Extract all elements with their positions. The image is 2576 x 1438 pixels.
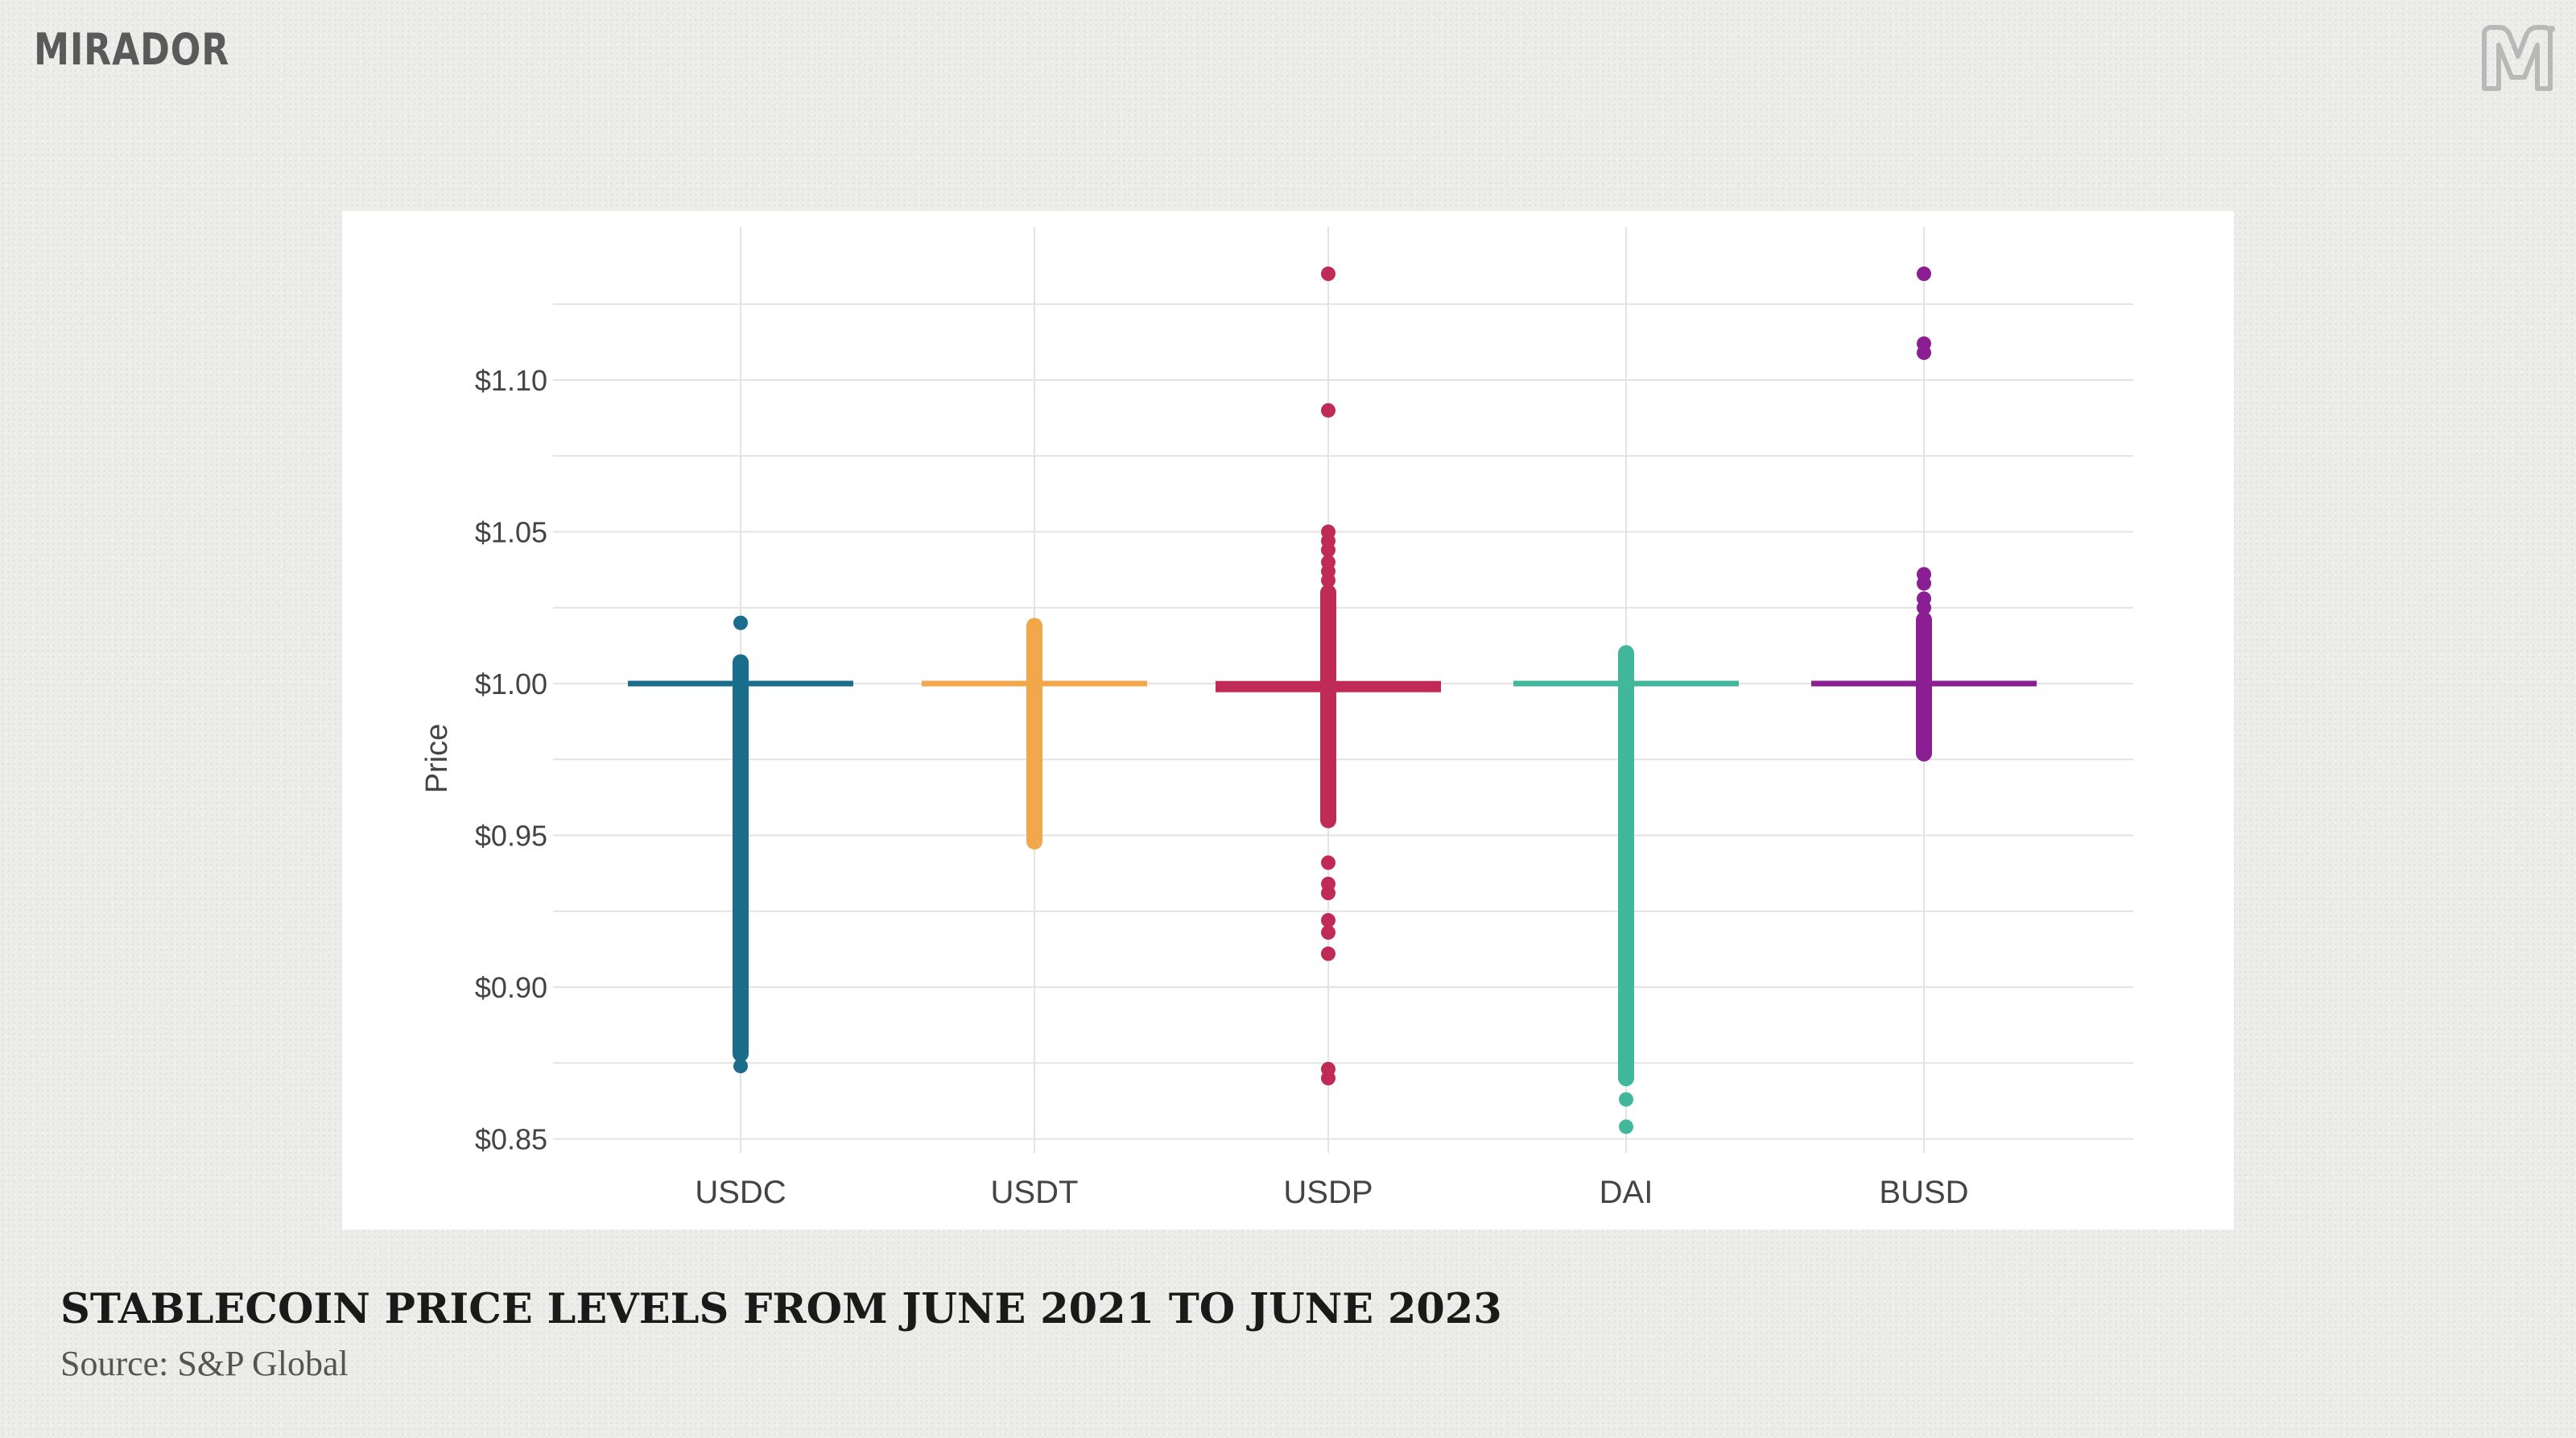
price-point-usdp [1321, 267, 1335, 282]
price-point-usdp [1321, 925, 1335, 940]
price-point-busd [1917, 600, 1931, 615]
price-point-usdp [1321, 855, 1335, 870]
price-point-usdp [1321, 543, 1335, 558]
price-point-dai [1619, 1092, 1633, 1107]
x-tick-label-busd: BUSD [1879, 1175, 1968, 1210]
price-point-dai [1619, 1119, 1633, 1134]
price-point-usdc [733, 1059, 748, 1074]
price-point-usdp [1321, 403, 1335, 418]
y-axis-label: Price [420, 724, 454, 794]
y-tick-labels: $0.85 $0.90 $0.95 $1.00 $1.05 $1.10 [475, 364, 547, 1156]
brand-wordmark: MIRADOR [34, 24, 230, 75]
price-point-usdp [1321, 1071, 1335, 1086]
y-tick-label: $0.85 [475, 1123, 547, 1156]
y-tick-label: $1.00 [475, 667, 547, 700]
x-tick-label-usdc: USDC [695, 1175, 786, 1210]
x-tick-label-usdt: USDT [991, 1175, 1079, 1210]
x-tick-label-dai: DAI [1600, 1175, 1653, 1210]
price-point-usdp [1321, 913, 1335, 928]
price-point-busd [1917, 267, 1931, 282]
price-point-usdp [1321, 886, 1335, 901]
y-tick-label: $0.95 [475, 820, 547, 853]
y-tick-label: $1.10 [475, 364, 547, 397]
y-tick-label: $0.90 [475, 971, 547, 1004]
chart-panel: $0.85 $0.90 $0.95 $1.00 $1.05 $1.10 USDC USDT U… [342, 211, 2234, 1229]
figure-caption-title: STABLECOIN PRICE LEVELS FROM JUNE 2021 T… [60, 1285, 1502, 1333]
price-point-busd [1917, 345, 1931, 361]
mirador-m-logo-icon [2482, 25, 2555, 91]
price-point-busd [1917, 576, 1931, 591]
data-marks [628, 267, 2037, 1134]
price-point-usdp [1321, 572, 1335, 588]
y-tick-label: $1.05 [475, 516, 547, 549]
price-point-usdp [1321, 946, 1335, 961]
stablecoin-price-chart: $0.85$0.90$0.95$1.00$1.05$1.10 USDC USDT U… [420, 227, 2133, 1210]
price-point-usdc [733, 615, 748, 630]
figure-source: Source: S&P Global [60, 1344, 349, 1383]
x-tick-label-usdp: USDP [1283, 1175, 1373, 1210]
x-tick-labels: USDC USDT USDP DAI BUSD [695, 1175, 1968, 1210]
